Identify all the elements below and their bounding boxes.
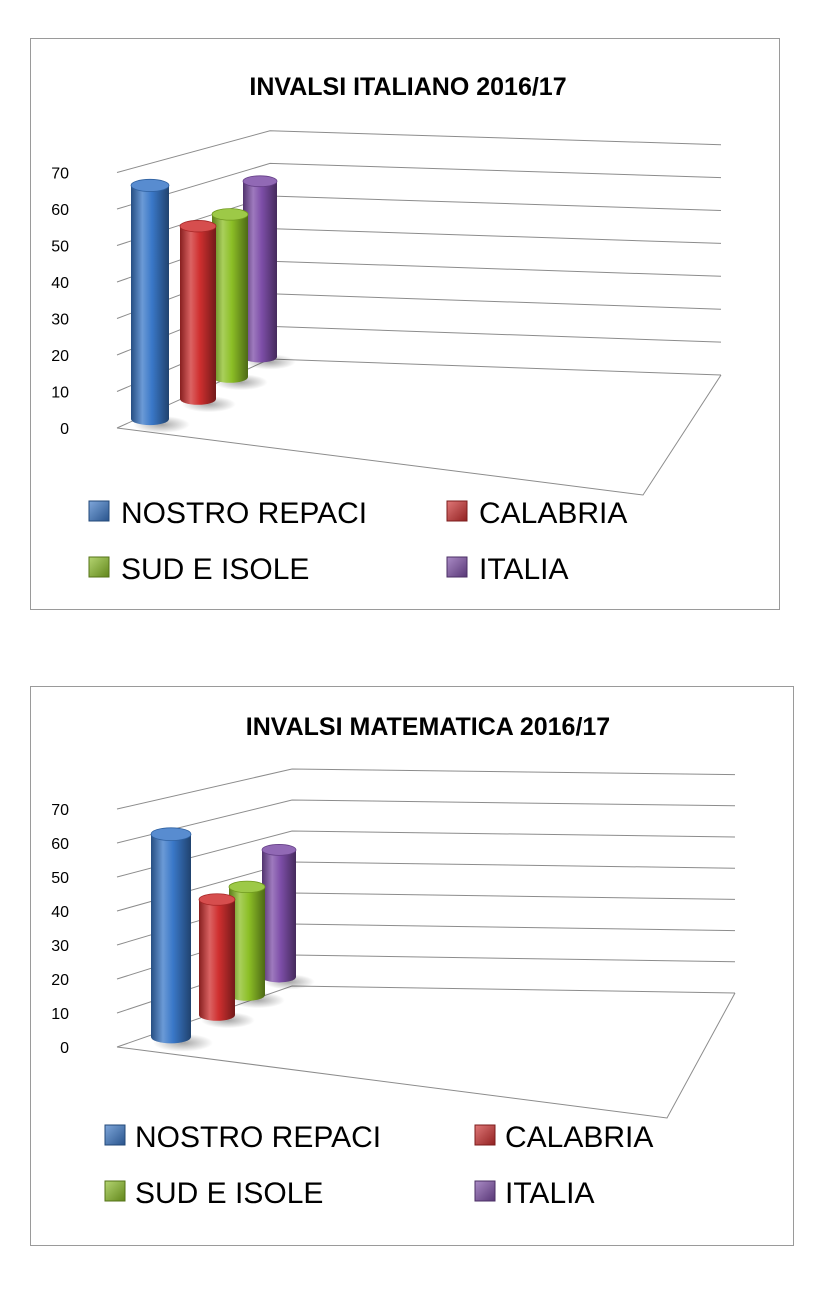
legend-item: NOSTRO REPACI [104,1121,381,1154]
y-tick-label: 30 [51,312,69,329]
y-tick-label: 20 [51,348,69,365]
y-tick-label: 60 [51,836,69,853]
gridline [116,799,736,844]
bar-sud-e-isole [228,880,285,1009]
y-tick-label: 40 [51,904,69,921]
gridline [116,830,736,878]
bar-nostro-repaci [150,827,213,1052]
y-tick-label: 30 [51,938,69,955]
y-tick-label: 50 [51,239,69,256]
y-tick-label: 10 [51,1006,69,1023]
legend-item: ITALIA [446,553,568,586]
legend-swatch [104,1124,126,1146]
legend-swatch [104,1180,126,1202]
floor-edge [116,374,722,496]
chart-matematica: INVALSI MATEMATICA 2016/17 0 10 20 30 40 50 60 7… [30,686,794,1246]
gridline [116,162,722,210]
legend-item: CALABRIA [474,1121,653,1154]
y-tick-label: 70 [51,802,69,819]
legend-label: NOSTRO REPACI [121,497,367,530]
legend-label: CALABRIA [505,1121,653,1154]
bar-calabria [198,893,255,1029]
y-tick-label: 20 [51,972,69,989]
legend-swatch [474,1124,496,1146]
y-tick-label: 60 [51,202,69,219]
legend-label: NOSTRO REPACI [135,1121,381,1154]
legend-label: SUD E ISOLE [121,553,309,586]
bar-italia [261,844,315,990]
legend-item: CALABRIA [446,497,627,530]
legend-item: ITALIA [474,1177,594,1210]
chart-italiano: INVALSI ITALIANO 2016/17 0 10 20 30 40 50 60 70 N… [30,38,780,610]
legend-swatch [88,556,110,578]
legend-swatch [474,1180,496,1202]
legend-item: SUD E ISOLE [104,1177,323,1210]
legend-label: CALABRIA [479,497,627,530]
y-tick-label: 40 [51,275,69,292]
bar-calabria [179,220,236,413]
legend-label: ITALIA [505,1177,594,1210]
chart-svg: INVALSI MATEMATICA 2016/17 0 10 20 30 40 50 60 7… [51,713,736,1210]
chart-title: INVALSI MATEMATICA 2016/17 [246,713,610,741]
y-tick-label: 50 [51,870,69,887]
legend-item: SUD E ISOLE [88,553,309,586]
y-tick-label: 70 [51,166,69,183]
bar-nostro-repaci [130,178,190,433]
gridline [116,130,722,173]
legend-item: NOSTRO REPACI [88,497,367,530]
legend-swatch [446,500,468,522]
legend-swatch [446,556,468,578]
y-tick-label: 0 [60,1040,69,1057]
floor-edge [116,992,736,1119]
gridline [116,768,736,810]
chart-title: INVALSI ITALIANO 2016/17 [249,73,566,101]
bar-sud-e-isole [211,208,268,391]
legend-label: ITALIA [479,553,568,586]
legend-label: SUD E ISOLE [135,1177,323,1210]
chart-svg: INVALSI ITALIANO 2016/17 0 10 20 30 40 50 60 70 N… [51,73,722,586]
y-tick-label: 10 [51,385,69,402]
bar-italia [242,175,296,370]
y-tick-label: 0 [60,421,69,438]
legend-swatch [88,500,110,522]
